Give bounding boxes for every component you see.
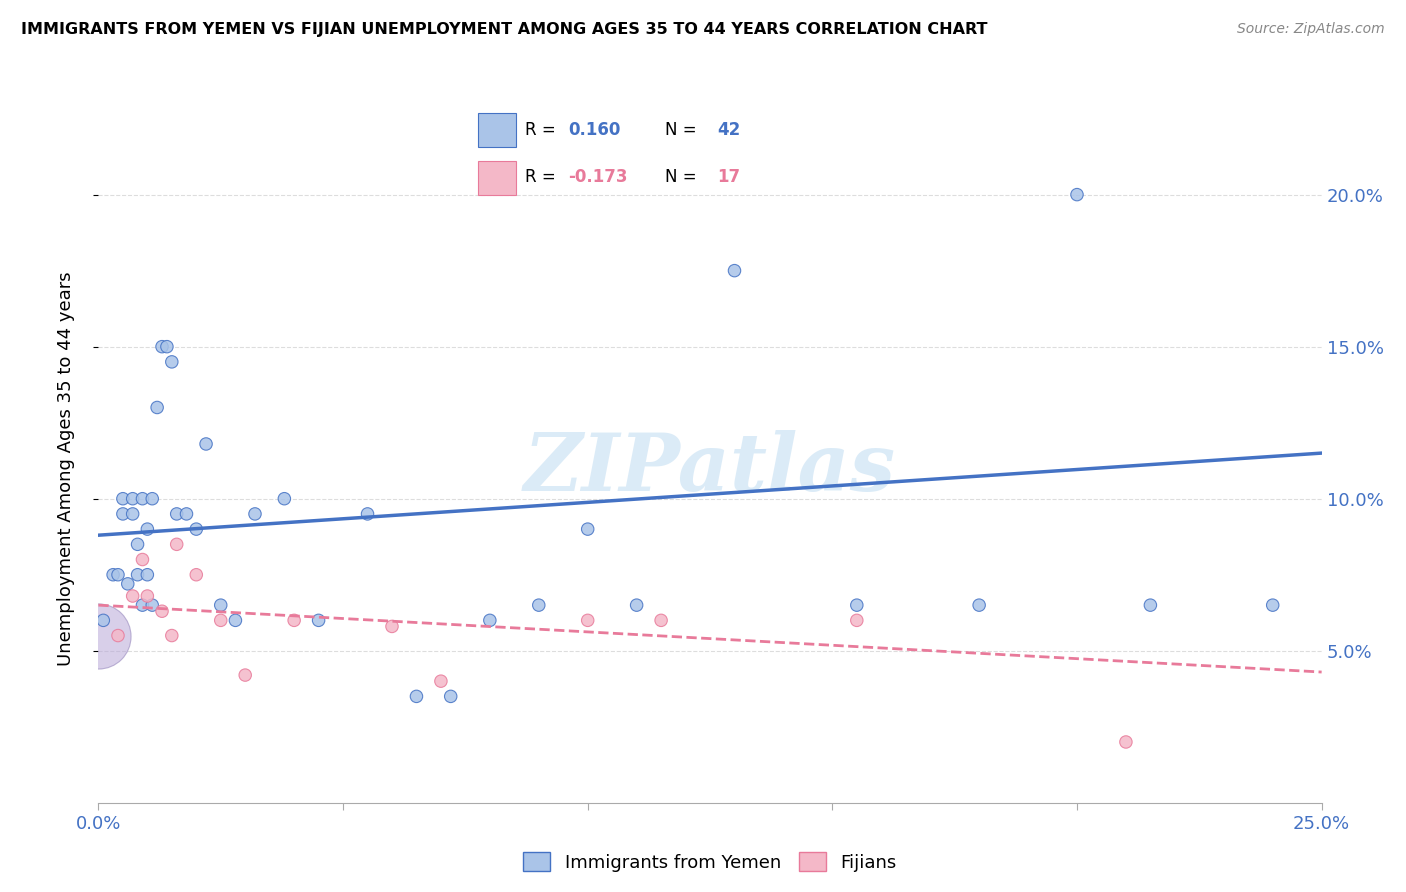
- Point: [626, 598, 648, 612]
- Point: [1066, 187, 1088, 202]
- Point: [1115, 735, 1137, 749]
- Point: [195, 437, 218, 451]
- Point: [156, 340, 179, 354]
- Point: [186, 522, 208, 536]
- Point: [91, 613, 114, 627]
- Point: [121, 507, 143, 521]
- Point: [650, 613, 672, 627]
- Point: [107, 567, 129, 582]
- Point: [107, 628, 129, 642]
- Point: [121, 589, 143, 603]
- Point: [243, 507, 266, 521]
- Point: [224, 613, 246, 627]
- Point: [273, 491, 295, 506]
- Point: [127, 567, 149, 582]
- FancyBboxPatch shape: [478, 161, 516, 194]
- Point: [283, 613, 305, 627]
- Point: [111, 507, 134, 521]
- Point: [131, 552, 153, 566]
- Point: [1139, 598, 1161, 612]
- Point: [150, 340, 173, 354]
- Point: [478, 613, 501, 627]
- Point: [117, 577, 139, 591]
- Point: [381, 619, 404, 633]
- Text: N =: N =: [665, 169, 702, 186]
- Text: 17: 17: [717, 169, 740, 186]
- Legend: Immigrants from Yemen, Fijians: Immigrants from Yemen, Fijians: [515, 843, 905, 880]
- Text: R =: R =: [524, 169, 561, 186]
- Point: [160, 355, 183, 369]
- Point: [141, 491, 163, 506]
- Point: [141, 598, 163, 612]
- Point: [576, 613, 599, 627]
- Text: ZIPatlas: ZIPatlas: [524, 430, 896, 507]
- Point: [233, 668, 256, 682]
- Point: [209, 613, 232, 627]
- Point: [308, 613, 330, 627]
- Point: [131, 598, 153, 612]
- Point: [160, 628, 183, 642]
- Point: [576, 522, 599, 536]
- Point: [176, 507, 198, 521]
- Point: [136, 589, 159, 603]
- FancyBboxPatch shape: [478, 113, 516, 146]
- Point: [527, 598, 550, 612]
- Point: [440, 690, 463, 704]
- Point: [146, 401, 169, 415]
- Point: [723, 263, 745, 277]
- Point: [136, 567, 159, 582]
- Point: [209, 598, 232, 612]
- Y-axis label: Unemployment Among Ages 35 to 44 years: Unemployment Among Ages 35 to 44 years: [56, 271, 75, 665]
- Point: [121, 491, 143, 506]
- Text: -0.173: -0.173: [568, 169, 627, 186]
- Text: R =: R =: [524, 121, 561, 139]
- Text: 0.160: 0.160: [568, 121, 620, 139]
- Point: [87, 628, 110, 642]
- Point: [127, 537, 149, 551]
- Point: [166, 507, 188, 521]
- Point: [150, 604, 173, 618]
- Point: [967, 598, 990, 612]
- Point: [136, 522, 159, 536]
- Text: IMMIGRANTS FROM YEMEN VS FIJIAN UNEMPLOYMENT AMONG AGES 35 TO 44 YEARS CORRELATI: IMMIGRANTS FROM YEMEN VS FIJIAN UNEMPLOY…: [21, 22, 987, 37]
- Text: N =: N =: [665, 121, 702, 139]
- Point: [1261, 598, 1284, 612]
- Point: [356, 507, 378, 521]
- Text: 42: 42: [717, 121, 740, 139]
- Point: [186, 567, 208, 582]
- Text: Source: ZipAtlas.com: Source: ZipAtlas.com: [1237, 22, 1385, 37]
- Point: [430, 674, 453, 689]
- Point: [111, 491, 134, 506]
- Point: [845, 598, 868, 612]
- Point: [101, 567, 124, 582]
- Point: [845, 613, 868, 627]
- Point: [405, 690, 427, 704]
- Point: [131, 491, 153, 506]
- Point: [166, 537, 188, 551]
